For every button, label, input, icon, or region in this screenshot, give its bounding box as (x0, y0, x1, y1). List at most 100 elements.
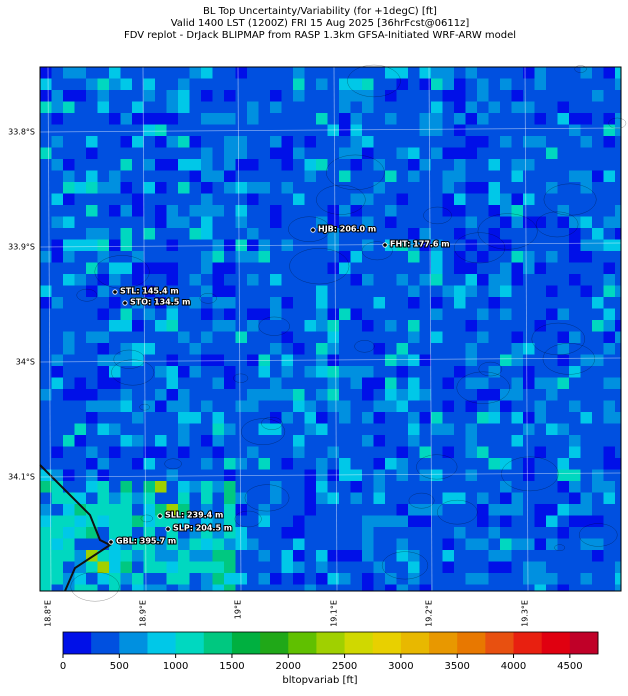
map-cell (201, 400, 213, 412)
map-cell (166, 354, 178, 366)
map-cell (132, 458, 144, 470)
grid-line (428, 66, 433, 592)
map-cell (109, 205, 121, 217)
map-cell (293, 573, 305, 585)
contour (289, 248, 350, 285)
map-cell (212, 584, 224, 591)
map-cell (40, 469, 52, 481)
map-cell (511, 251, 523, 263)
map-cell (166, 159, 178, 171)
map-cell (592, 239, 604, 251)
map-cell (603, 239, 615, 251)
map-cell (86, 228, 98, 240)
map-cell (63, 504, 75, 516)
map-cell (97, 228, 109, 240)
map-cell (327, 492, 339, 504)
map-cell (224, 366, 236, 378)
map-cell (189, 274, 201, 286)
map-cell (396, 343, 408, 355)
map-cell (385, 113, 397, 125)
map-cell (327, 331, 339, 343)
map-cell (258, 573, 270, 585)
map-cell (546, 504, 558, 516)
colorbar-swatch (372, 632, 402, 654)
map-cell (454, 78, 466, 90)
map-cell (247, 400, 259, 412)
map-cell (523, 193, 535, 205)
map-cell (373, 481, 385, 493)
map-cell (477, 251, 489, 263)
map-cell (477, 308, 489, 320)
map-cell (603, 113, 615, 125)
map-cell (224, 561, 236, 573)
map-cell (224, 297, 236, 309)
contour (578, 523, 618, 547)
map-cell (350, 124, 362, 136)
station-marker (108, 539, 114, 545)
map-cell (109, 515, 121, 527)
map-cell (385, 170, 397, 182)
map-cell (155, 113, 167, 125)
map-cell (523, 216, 535, 228)
map-cell (569, 366, 581, 378)
map-cell (224, 136, 236, 148)
map-cell (592, 297, 604, 309)
map-cell (40, 147, 52, 159)
map-cell (408, 423, 420, 435)
lon-label: 18.9°E (139, 600, 148, 627)
map-cell (615, 458, 621, 470)
map-cell (488, 504, 500, 516)
map-cell (350, 90, 362, 102)
map-cell (109, 262, 121, 274)
map-cell (97, 400, 109, 412)
map-cell (523, 458, 535, 470)
map-cell (120, 492, 132, 504)
map-cell (419, 354, 431, 366)
map-cell (281, 136, 293, 148)
map-cell (109, 377, 121, 389)
map-cell (74, 389, 86, 401)
map-cell (178, 389, 190, 401)
map-cell (155, 561, 167, 573)
contour (111, 359, 155, 386)
map-cell (132, 262, 144, 274)
map-cell (166, 469, 178, 481)
map-cell (385, 377, 397, 389)
map-cell (373, 469, 385, 481)
map-cell (534, 515, 546, 527)
map-cell (431, 331, 443, 343)
map-cell (40, 101, 52, 113)
map-cell (534, 504, 546, 516)
map-cell (465, 101, 477, 113)
map-cell (224, 538, 236, 550)
map-cell (224, 527, 236, 539)
map-cell (189, 159, 201, 171)
map-cell (557, 527, 569, 539)
map-cell (385, 515, 397, 527)
map-cell (189, 205, 201, 217)
map-cell (488, 561, 500, 573)
contour (543, 183, 597, 216)
map-cell (270, 389, 282, 401)
map-cell (546, 285, 558, 297)
map-cell (201, 159, 213, 171)
map-cell (109, 423, 121, 435)
map-cell (362, 412, 374, 424)
station-marker (157, 513, 163, 519)
map-cell (569, 504, 581, 516)
map-cell (569, 228, 581, 240)
map-cell (224, 584, 236, 591)
map-cell (120, 182, 132, 194)
map-cell (132, 251, 144, 263)
colorbar-swatch (513, 632, 543, 654)
map-cell (86, 584, 98, 591)
map-cell (454, 170, 466, 182)
map-cell (86, 78, 98, 90)
map-cell (442, 446, 454, 458)
map-cell (74, 67, 86, 79)
colorbar-label: bltopvariab [ft] (282, 675, 357, 686)
contour (535, 211, 579, 238)
map-cell (465, 274, 477, 286)
map-cell (511, 504, 523, 516)
map-cell (431, 239, 443, 251)
